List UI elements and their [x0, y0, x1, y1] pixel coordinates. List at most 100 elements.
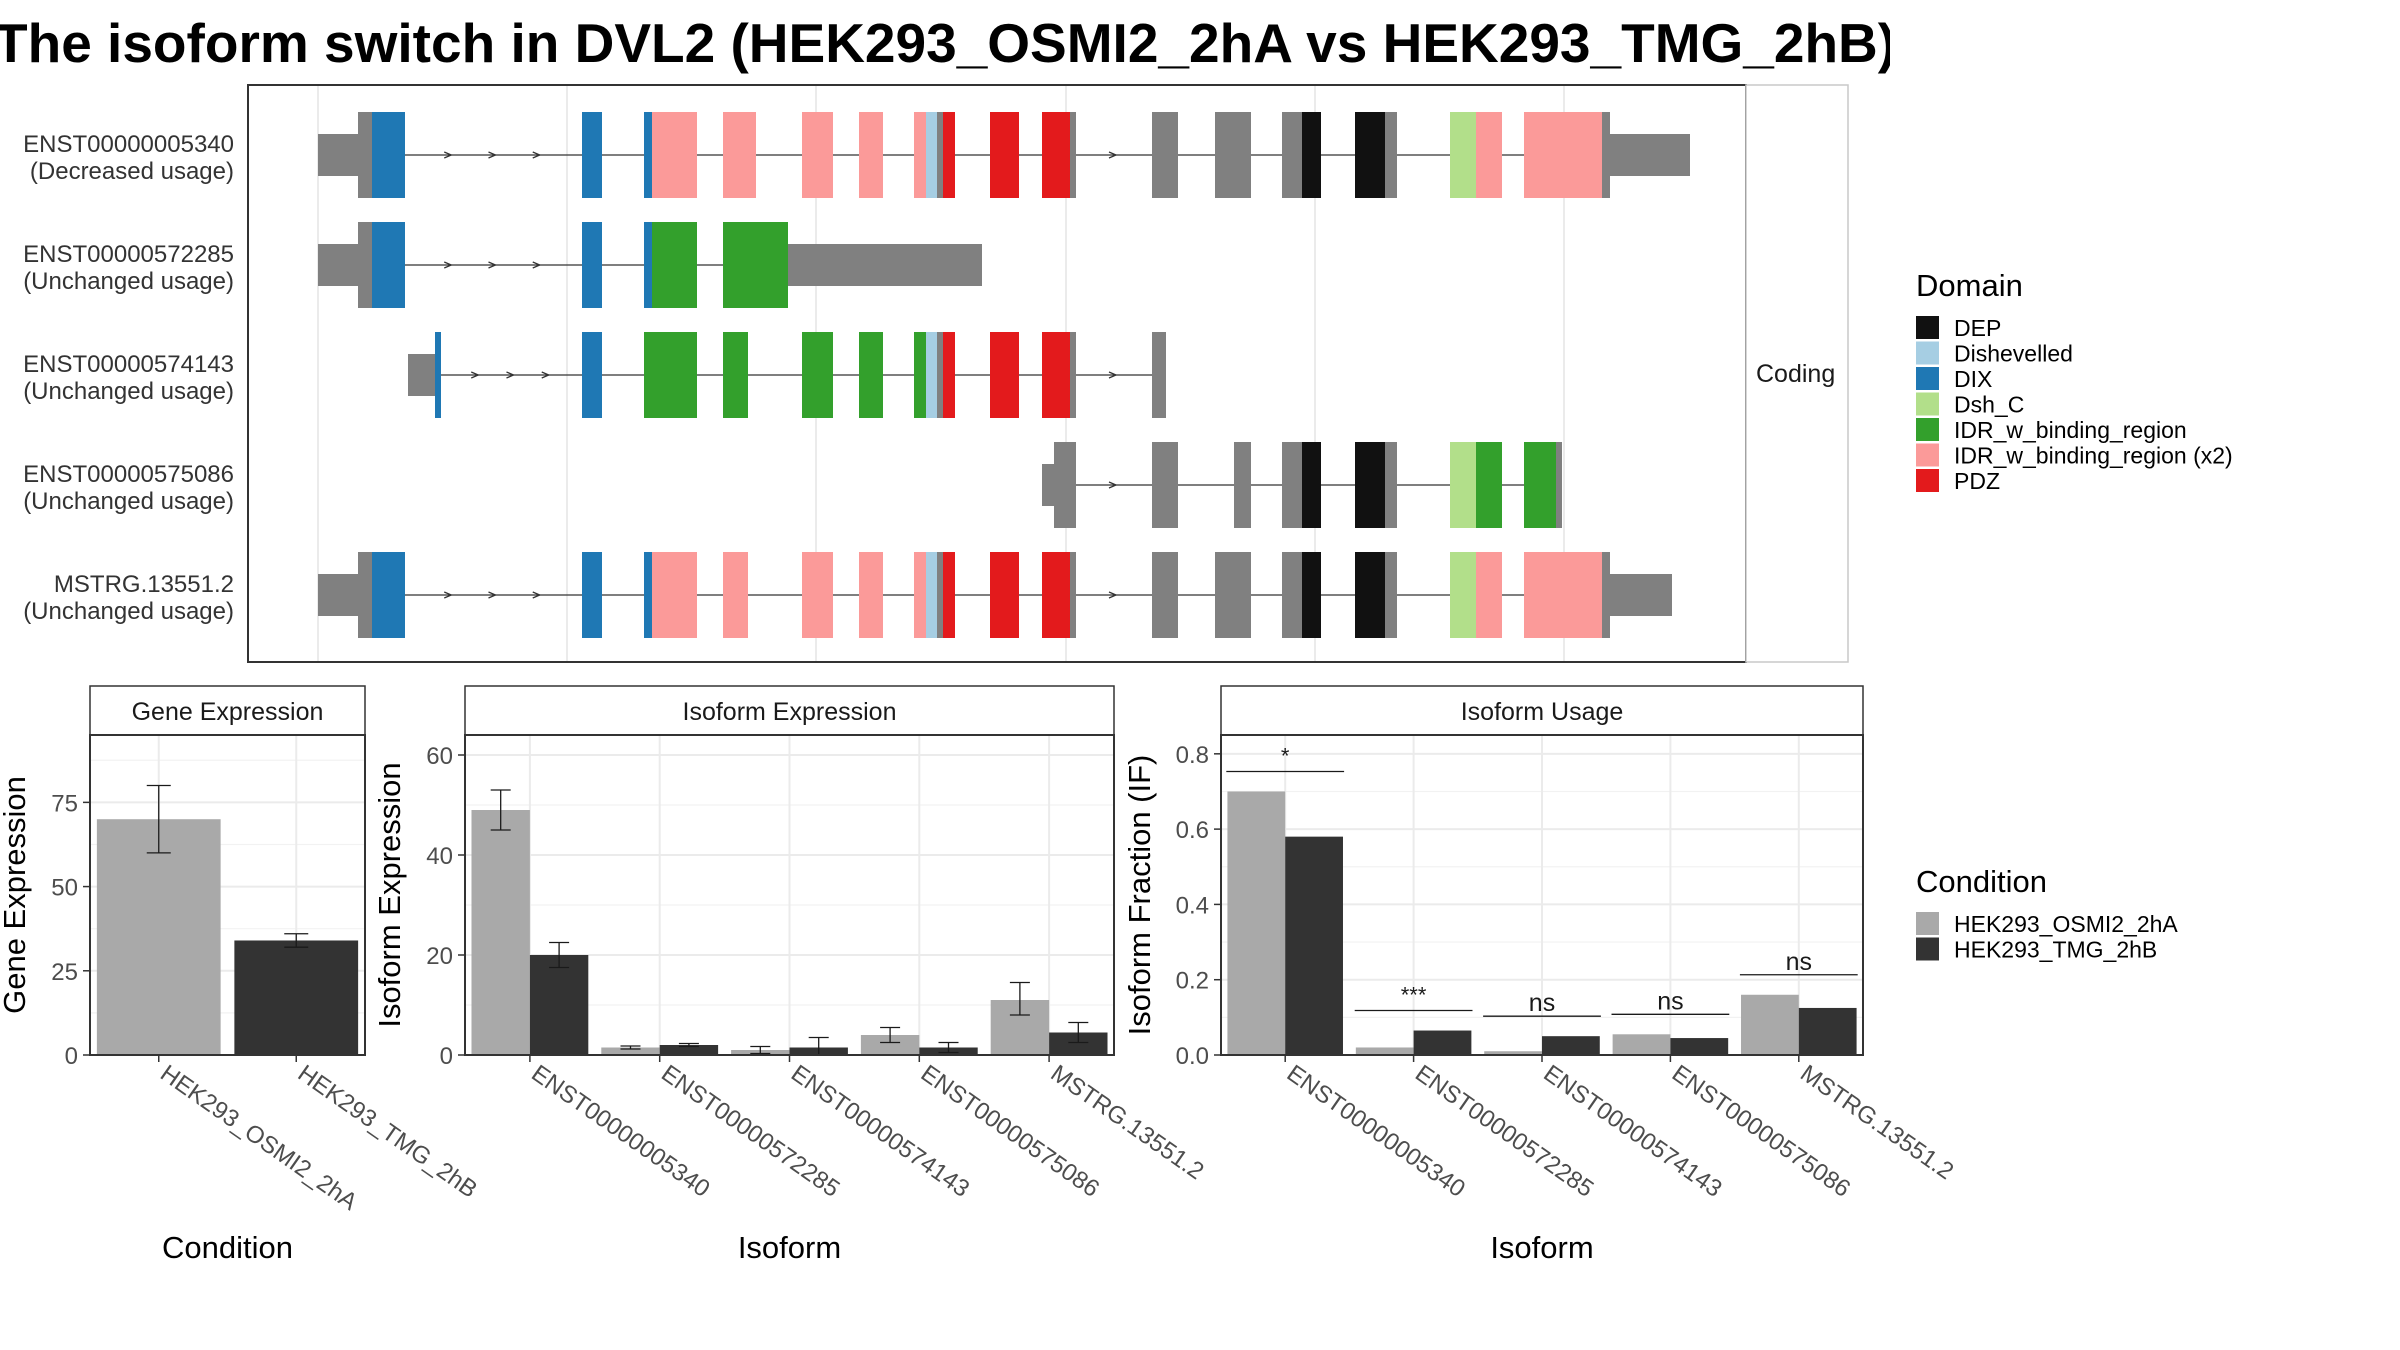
y-axis-title: Isoform Expression	[372, 762, 407, 1027]
y-tick-label: 60	[426, 743, 453, 770]
coding-exon	[1476, 112, 1502, 198]
coding-exon	[926, 332, 937, 418]
y-tick-label: 0.0	[1176, 1043, 1209, 1070]
coding-exon	[358, 552, 372, 638]
coding-exon	[1215, 112, 1251, 198]
bar	[659, 1045, 719, 1055]
coding-exon	[1355, 552, 1385, 638]
domain-legend-key	[1916, 367, 1939, 390]
bar	[601, 1047, 660, 1055]
bar	[1227, 791, 1286, 1055]
plot-border	[89, 734, 366, 1056]
coding-exon	[1234, 442, 1251, 528]
utr-exon	[1610, 574, 1672, 616]
isoform-id-label: ENST00000574143	[23, 351, 234, 378]
coding-exon	[372, 222, 405, 308]
intron-arrow	[488, 261, 498, 269]
intron-arrow	[488, 151, 498, 159]
domain-legend-label: IDR_w_binding_region (x2)	[1954, 443, 2233, 469]
coding-exon	[802, 552, 833, 638]
transcript-row	[318, 552, 1672, 638]
utr-exon	[318, 574, 358, 616]
domain-legend-key	[1916, 341, 1939, 365]
y-tick-label: 40	[426, 843, 453, 870]
coding-exon	[990, 332, 1019, 418]
coding-exon	[943, 332, 955, 418]
intron-arrow	[532, 151, 542, 159]
bar	[1413, 1030, 1472, 1055]
coding-exon	[1302, 442, 1321, 528]
coding-exon	[582, 552, 602, 638]
bar	[1542, 1036, 1600, 1055]
y-tick-label: 0.6	[1176, 817, 1209, 844]
isoform-expression-chart: Isoform Expression0204060ENST00000005340…	[372, 685, 1209, 1265]
bar	[1285, 836, 1343, 1055]
coding-exon	[1385, 552, 1397, 638]
utr-exon	[1042, 464, 1054, 506]
intron-arrow	[532, 591, 542, 599]
bar	[1741, 994, 1799, 1055]
bar	[1484, 1051, 1542, 1055]
coding-exon	[1152, 552, 1178, 638]
facet-strip	[1220, 685, 1864, 736]
bar	[234, 940, 359, 1055]
facet-strip-label: Coding	[1756, 360, 1835, 388]
y-tick-label: 0.2	[1176, 968, 1209, 995]
domain-legend: Domain DEPDishevelledDIXDsh_CIDR_w_bindi…	[1916, 268, 2233, 494]
significance-label: ns	[1786, 948, 1812, 976]
intron-arrow	[1108, 371, 1118, 379]
coding-exon	[1070, 112, 1076, 198]
coding-exon	[1450, 112, 1476, 198]
utr-exon	[1610, 134, 1690, 176]
domain-legend-key	[1916, 418, 1939, 441]
significance-label: ns	[1529, 989, 1555, 1017]
domain-legend-key	[1916, 316, 1939, 339]
coding-exon	[1524, 112, 1602, 198]
significance-label: *	[1281, 743, 1290, 768]
condition-legend-key	[1916, 937, 1939, 961]
coding-exon	[943, 112, 955, 198]
coding-exon	[1476, 552, 1502, 638]
intron-arrow	[1108, 151, 1118, 159]
intron-arrow	[443, 591, 453, 599]
coding-exon	[1282, 552, 1302, 638]
coding-exon	[914, 112, 926, 198]
coding-exon	[859, 112, 883, 198]
coding-exon	[1450, 552, 1476, 638]
y-tick-label: 0	[65, 1043, 78, 1070]
intron-arrow	[1108, 481, 1118, 489]
bar	[860, 1035, 920, 1055]
coding-exon	[937, 552, 943, 638]
coding-exon	[1385, 112, 1397, 198]
utr-exon	[788, 244, 982, 286]
coding-exon	[1476, 442, 1502, 528]
coding-exon	[1282, 442, 1302, 528]
bar	[1670, 1038, 1729, 1055]
intron-arrow	[488, 591, 498, 599]
coding-exon	[1042, 112, 1070, 198]
coding-exon	[1282, 112, 1302, 198]
chart-title: Gene Expression	[132, 698, 324, 726]
coding-exon	[1302, 552, 1321, 638]
coding-exon	[1054, 442, 1076, 528]
coding-exon	[644, 112, 652, 198]
structure-transcripts	[318, 112, 1690, 638]
structure-isoform-labels: ENST00000005340(Decreased usage) ENST0000…	[23, 131, 234, 625]
coding-exon	[1524, 552, 1602, 638]
coding-exon	[1215, 552, 1251, 638]
condition-legend-label: HEK293_TMG_2hB	[1954, 937, 2157, 963]
y-tick-label: 0.4	[1176, 892, 1209, 919]
chart-title: Isoform Usage	[1461, 698, 1624, 726]
coding-exon	[644, 222, 652, 308]
coding-exon	[1042, 552, 1070, 638]
coding-exon	[990, 112, 1019, 198]
coding-exon	[652, 112, 697, 198]
coding-exon	[1152, 442, 1178, 528]
coding-exon	[1152, 112, 1178, 198]
domain-legend-label: PDZ	[1954, 468, 2000, 494]
x-axis-title: Isoform	[1490, 1230, 1593, 1265]
domain-legend-label: DIX	[1954, 366, 1992, 392]
transcript-row	[318, 112, 1690, 198]
chart-title: Isoform Expression	[683, 698, 897, 726]
